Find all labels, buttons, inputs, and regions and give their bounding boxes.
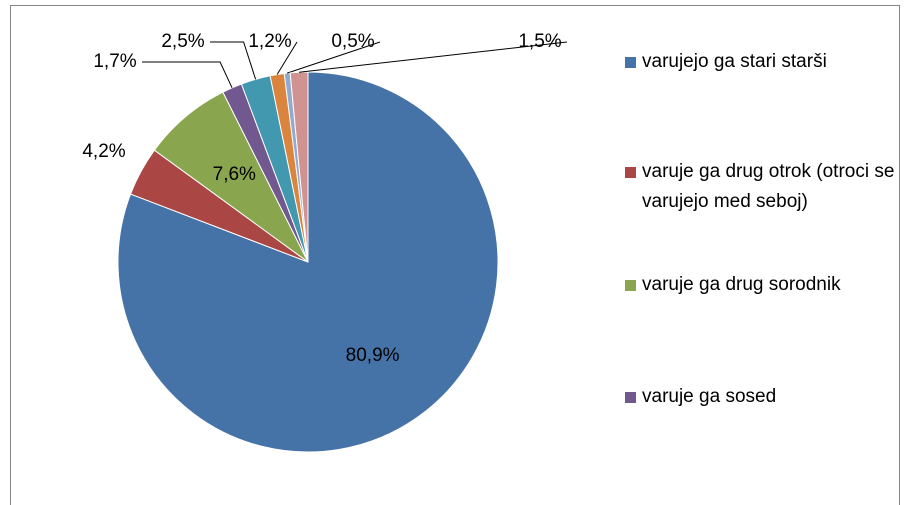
legend-swatch [625, 280, 636, 291]
legend-label: varuje ga drug otrok (otroci se varujejo… [642, 161, 895, 212]
leader-line [299, 41, 568, 73]
data-label: 4,2% [82, 141, 125, 162]
leader-line [276, 41, 298, 75]
legend-swatch [625, 167, 636, 178]
legend-swatch [625, 392, 636, 403]
leader-line [287, 41, 381, 74]
data-label: 1,5% [518, 31, 561, 52]
data-label: 1,7% [93, 51, 136, 72]
leader-line [210, 41, 257, 80]
data-label: 0,5% [331, 31, 374, 52]
legend-label: varuje ga drug sorodnik [642, 274, 841, 295]
data-label: 1,2% [248, 31, 291, 52]
data-label: 2,5% [161, 31, 204, 52]
legend-label: varujejo ga stari starši [642, 51, 827, 72]
legend-swatch [625, 57, 636, 68]
data-label: 80,9% [346, 345, 400, 366]
leader-line [142, 61, 233, 89]
pie-slice [289, 71, 309, 263]
data-label: 7,6% [213, 164, 256, 185]
legend-label: varuje ga sosed [642, 386, 777, 407]
